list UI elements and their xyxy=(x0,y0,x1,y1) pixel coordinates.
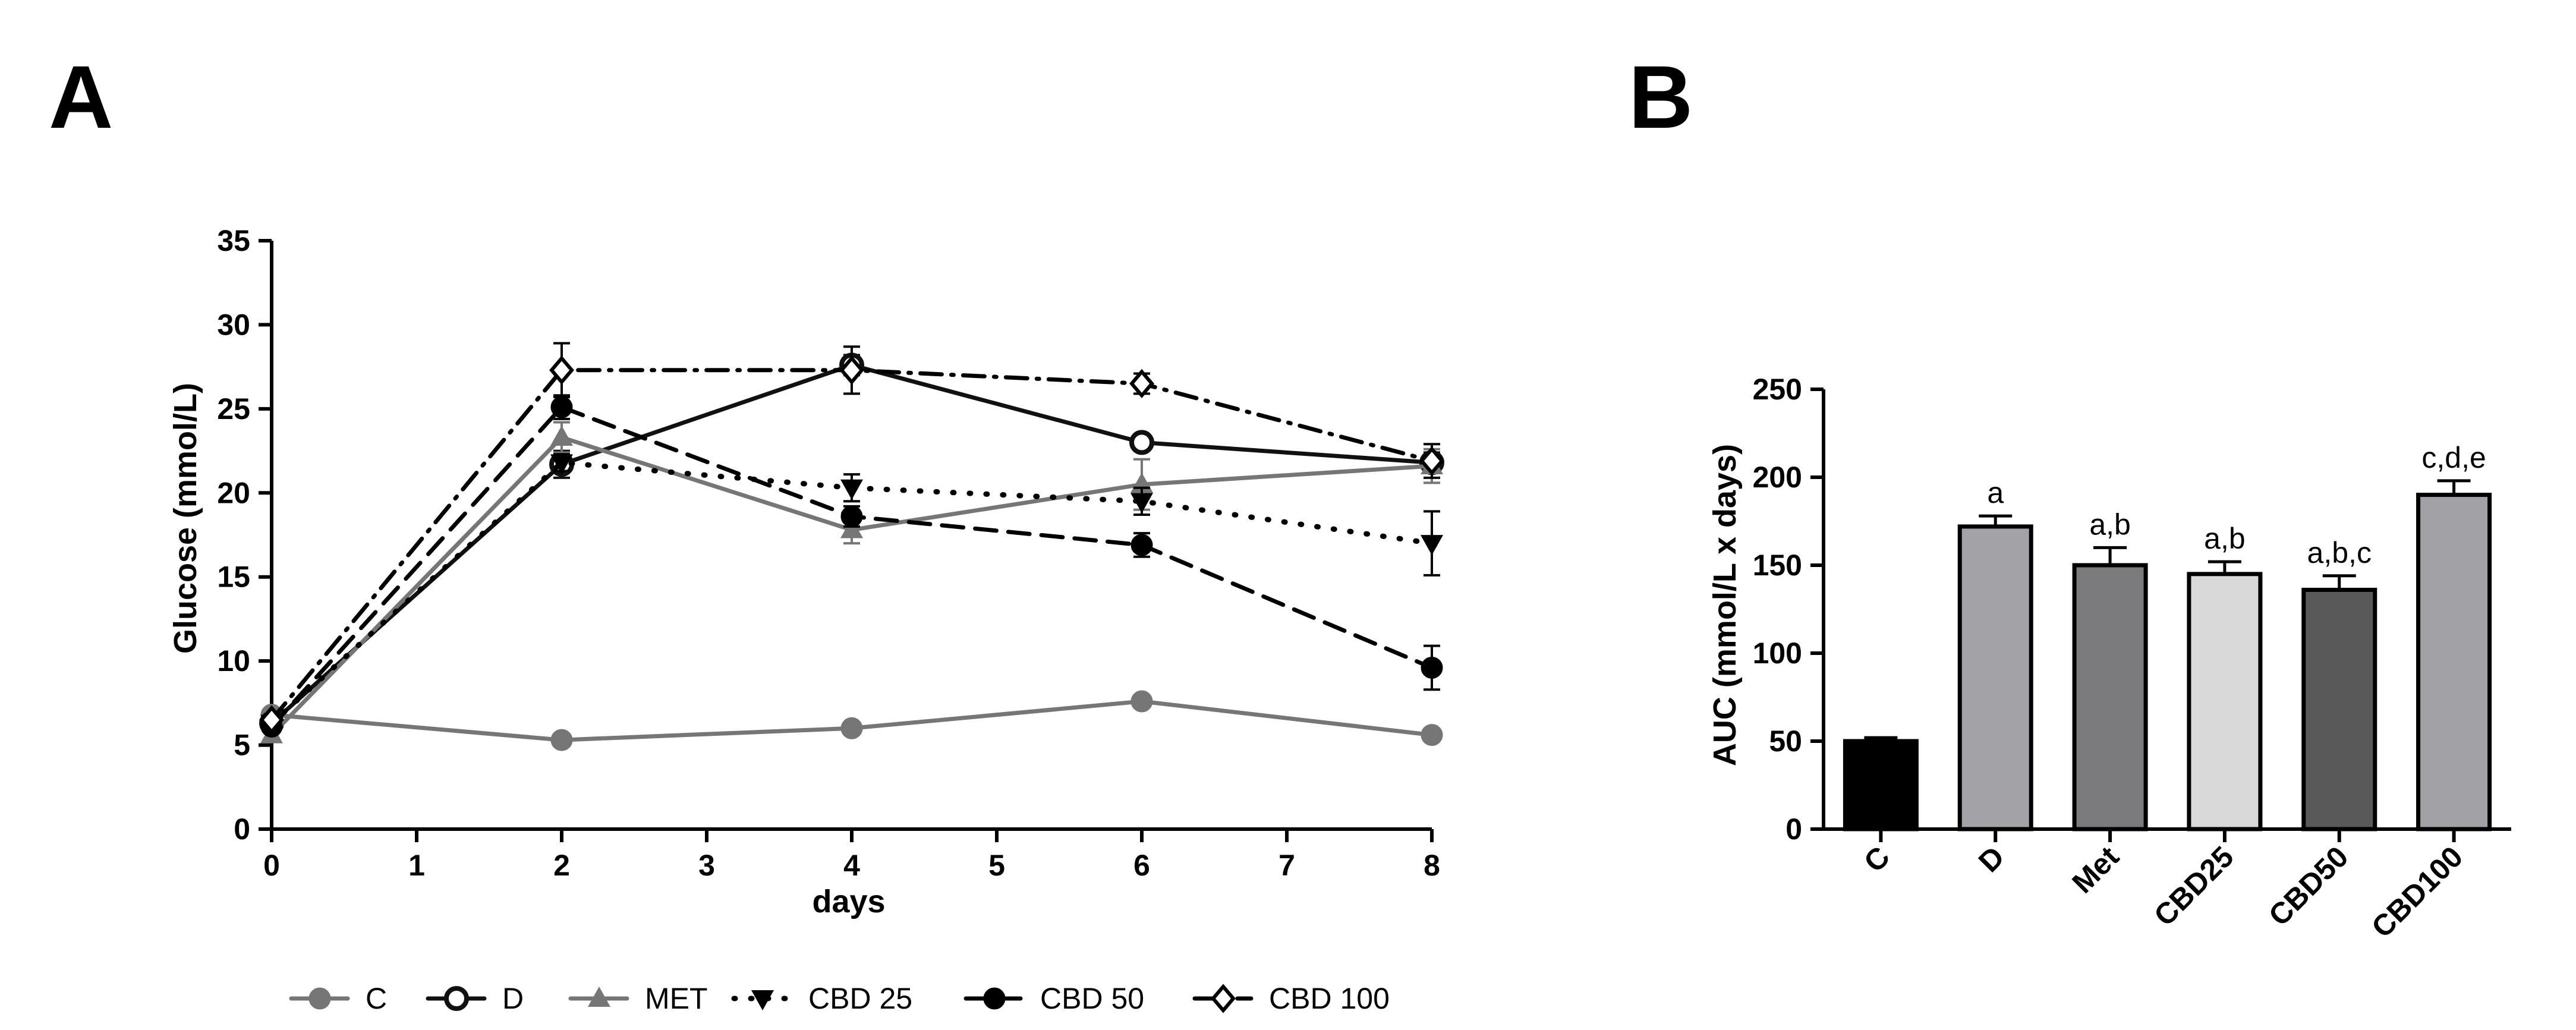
bar-y-axis-label: AUC (mmol/L x days) xyxy=(1707,444,1743,766)
chart-legend: C D MET CBD 25 CBD 50 CBD 100 xyxy=(289,982,1390,1015)
panel-label-b: B xyxy=(1629,47,1693,147)
bar-y-tick-label: 100 xyxy=(1753,637,1802,670)
legend-marker xyxy=(588,987,610,1007)
y-tick-label: 30 xyxy=(217,308,250,341)
bar-cbd100 xyxy=(2416,493,2492,831)
bar-y-tick-label: 200 xyxy=(1753,461,1802,494)
data-point xyxy=(839,355,864,385)
data-point xyxy=(550,729,573,751)
significance-label: a,b xyxy=(2204,522,2246,555)
bar-category-label: C xyxy=(1857,840,1896,878)
significance-label: a xyxy=(1987,476,2004,509)
significance-label: a,b xyxy=(2089,508,2131,541)
bar-category-label: CBD50 xyxy=(2262,840,2355,933)
legend-marker xyxy=(308,987,331,1010)
legend-label: MET xyxy=(645,982,708,1015)
y-axis-label: Glucose (mmol/L) xyxy=(168,383,203,654)
data-point xyxy=(840,479,863,500)
bar-category-label: D xyxy=(1972,840,2011,878)
y-tick-label: 20 xyxy=(217,476,250,509)
data-point xyxy=(840,717,863,739)
legend-item-met: MET xyxy=(568,982,708,1015)
legend-item-cbd-100: CBD 100 xyxy=(1192,982,1390,1015)
glucose-line-chart: 0 5 10 15 20 25 30 35 0 1 2 3 4 5 6 7 8 xyxy=(217,224,1444,882)
x-tick-label: 2 xyxy=(553,849,570,882)
bar-y-tick-label: 150 xyxy=(1753,549,1802,582)
data-point xyxy=(550,396,573,418)
bar-y-tick-label: 0 xyxy=(1785,812,1802,846)
bar-category-label: Met xyxy=(2065,840,2125,900)
data-point xyxy=(1421,535,1443,556)
data-point xyxy=(259,705,284,735)
legend-marker xyxy=(983,987,1006,1010)
legend-marker xyxy=(444,986,469,1011)
significance-label: a,b,c xyxy=(2307,536,2372,569)
legend-label: C xyxy=(366,982,387,1015)
legend-item-cbd-25: CBD 25 xyxy=(731,982,912,1015)
data-point xyxy=(549,355,574,385)
y-tick-label: 35 xyxy=(217,224,250,257)
bar-category-label: CBD100 xyxy=(2365,840,2469,944)
significance-label: c,d,e xyxy=(2421,441,2486,474)
legend-label: CBD 50 xyxy=(1040,982,1144,1015)
series-cbd-25 xyxy=(260,453,1443,735)
series-c xyxy=(260,690,1443,751)
y-tick-label: 0 xyxy=(234,812,250,846)
data-point xyxy=(840,518,863,538)
data-point xyxy=(1419,446,1444,476)
data-point xyxy=(1129,430,1154,455)
data-point xyxy=(550,454,573,475)
data-point xyxy=(550,425,573,446)
legend-marker xyxy=(751,990,774,1010)
bar-y-tick-label: 50 xyxy=(1769,725,1802,758)
bar-category-label: CBD25 xyxy=(2147,840,2240,933)
bar-d xyxy=(1957,524,2033,831)
data-point xyxy=(1130,493,1153,514)
series-cbd-100 xyxy=(259,342,1444,735)
x-tick-label: 5 xyxy=(988,849,1005,882)
legend-item-c: C xyxy=(289,982,387,1015)
bar-met xyxy=(2072,563,2148,831)
legend-label: CBD 100 xyxy=(1269,982,1390,1015)
x-axis-label: days xyxy=(812,884,885,919)
legend-item-d: D xyxy=(426,982,524,1015)
y-tick-label: 25 xyxy=(217,392,250,426)
bar-c xyxy=(1843,739,1919,831)
y-tick-label: 15 xyxy=(217,560,250,594)
data-point xyxy=(1130,534,1153,556)
bar-cbd25 xyxy=(2187,572,2263,831)
x-tick-label: 0 xyxy=(263,849,280,882)
series-met xyxy=(260,421,1443,744)
legend-label: CBD 25 xyxy=(808,982,912,1015)
legend-item-cbd-50: CBD 50 xyxy=(963,982,1144,1015)
x-tick-label: 8 xyxy=(1424,849,1440,882)
auc-bar-chart: 0 50 100 150 200 250 Ca Da,b Met a,b CBD25 a,b,c CBD… xyxy=(1753,373,2511,944)
series-line xyxy=(269,368,1434,722)
data-point xyxy=(840,505,863,528)
bar-y-tick-label: 250 xyxy=(1753,373,1802,406)
x-tick-label: 3 xyxy=(698,849,715,882)
x-tick-label: 4 xyxy=(843,849,860,882)
y-tick-label: 10 xyxy=(217,644,250,678)
data-point xyxy=(1130,690,1153,713)
y-tick-label: 5 xyxy=(234,729,250,762)
bar-cbd50 xyxy=(2301,587,2377,831)
legend-marker xyxy=(1211,984,1236,1013)
legend-label: D xyxy=(502,982,524,1015)
x-tick-label: 1 xyxy=(408,849,425,882)
data-point xyxy=(1421,656,1443,679)
data-point xyxy=(1129,368,1154,399)
x-tick-label: 6 xyxy=(1133,849,1150,882)
x-tick-label: 7 xyxy=(1278,849,1295,882)
data-point xyxy=(1421,724,1443,746)
panel-label-a: A xyxy=(49,47,113,147)
